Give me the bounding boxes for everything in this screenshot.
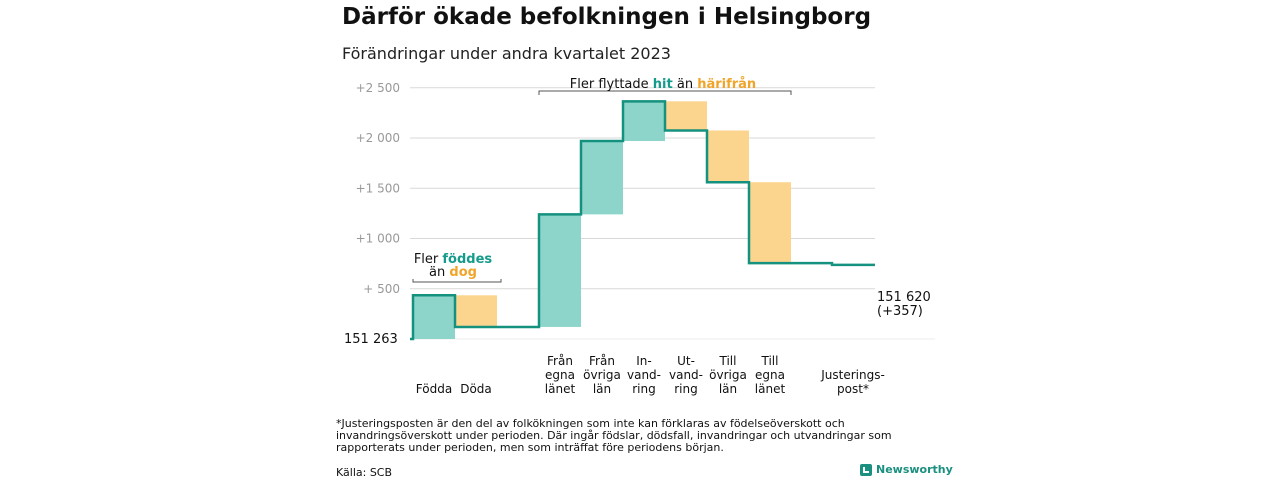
waterfall-chart: + 500 +1 000 +1 500 +2 000 +2 500 Födda Döda F… — [344, 77, 935, 396]
chart-title: Därför ökade befolkningen i Helsingborg — [342, 4, 872, 30]
x-tick-label: vand- — [669, 368, 703, 382]
x-tick-label: Till — [761, 354, 779, 368]
x-tick-label: övriga — [583, 368, 621, 382]
annotation-text: Fler flyttade — [570, 77, 653, 92]
x-tick-label: Ut- — [677, 354, 695, 368]
annotation-highlight: föddes — [442, 252, 492, 267]
annotation-highlight: härifrån — [697, 77, 756, 92]
annotation-highlight: dog — [449, 265, 477, 280]
footnote: *Justeringsposten är den del av folkökni… — [336, 417, 892, 454]
x-tick-label: övriga — [709, 368, 747, 382]
bar — [707, 130, 749, 183]
annotation-highlight: hit — [653, 77, 673, 92]
bar — [749, 182, 791, 264]
x-tick-label: egna — [545, 368, 575, 382]
x-tick-label: ring — [632, 382, 656, 396]
end-change-label: (+357) — [877, 304, 923, 319]
x-tick-label: län — [719, 382, 737, 396]
bar — [455, 295, 497, 327]
births-annotation-line1: Fler föddes — [414, 252, 493, 267]
newsworthy-logo-icon — [860, 463, 872, 476]
x-tick-label: länet — [545, 382, 576, 396]
end-value-label: 151 620 — [877, 290, 931, 305]
x-tick-label: Döda — [460, 382, 492, 396]
bar — [413, 295, 455, 339]
x-tick-label: länet — [755, 382, 786, 396]
x-tick-label: post* — [837, 382, 869, 396]
annotation-text: än — [673, 77, 697, 92]
annotation-text: Fler — [414, 252, 443, 267]
x-tick-label: Födda — [416, 382, 452, 396]
x-tick-label: Till — [719, 354, 737, 368]
annotation-text: än — [429, 265, 449, 280]
y-tick-label: +2 500 — [356, 81, 400, 95]
step-line — [410, 100, 875, 341]
bar — [623, 101, 665, 142]
births-annotation-line2: än dog — [429, 265, 477, 280]
x-tick-label: Justerings- — [820, 368, 885, 382]
births-bracket — [412, 279, 502, 283]
x-tick-label: ring — [674, 382, 698, 396]
x-tick-label: vand- — [627, 368, 661, 382]
step-line-layer — [410, 100, 875, 341]
chart-subtitle: Förändringar under andra kvartalet 2023 — [342, 44, 671, 63]
brand[interactable]: Newsworthy — [860, 463, 953, 476]
x-tick-label: In- — [636, 354, 651, 368]
migration-bracket — [538, 90, 792, 95]
x-tick-label: Från — [589, 354, 615, 368]
y-tick-label: +2 000 — [356, 131, 400, 145]
gridlines — [410, 87, 935, 340]
y-tick-label: + 500 — [363, 282, 400, 296]
bar — [581, 141, 623, 215]
x-axis-labels: Födda DödaFrånegnalänetFrånövrigalänIn-va… — [416, 354, 885, 396]
y-tick-label: +1 000 — [356, 232, 400, 246]
y-axis-ticks: + 500 +1 000 +1 500 +2 000 +2 500 — [356, 81, 400, 296]
start-value-label: 151 263 — [344, 332, 398, 347]
brand-name: Newsworthy — [876, 463, 953, 476]
bar — [665, 101, 707, 131]
migration-annotation: Fler flyttade hit än härifrån — [570, 77, 756, 92]
source-note: Källa: SCB — [336, 466, 393, 479]
x-tick-label: län — [593, 382, 611, 396]
y-tick-label: +1 500 — [356, 181, 400, 195]
x-tick-label: egna — [755, 368, 785, 382]
bar — [539, 214, 581, 327]
bars — [413, 101, 791, 339]
x-tick-label: Från — [547, 354, 573, 368]
